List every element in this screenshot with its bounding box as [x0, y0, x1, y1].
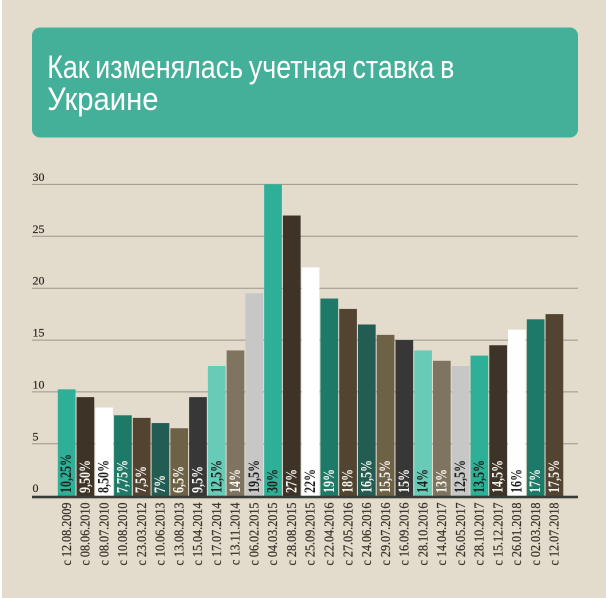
svg-text:9,50%: 9,50% [76, 460, 94, 493]
svg-text:с 25.09.2015: с 25.09.2015 [303, 503, 318, 566]
svg-text:17%: 17% [527, 469, 545, 493]
svg-text:7%: 7% [151, 475, 169, 493]
svg-text:16,5%: 16,5% [358, 460, 376, 493]
svg-text:с 28.10.2017: с 28.10.2017 [472, 502, 487, 566]
svg-text:8,50%: 8,50% [95, 460, 113, 493]
svg-text:с 14.04.2017: с 14.04.2017 [434, 502, 449, 566]
svg-text:16%: 16% [508, 469, 526, 493]
svg-text:с 27.05.2016: с 27.05.2016 [341, 502, 356, 566]
svg-text:с 10.06.2013: с 10.06.2013 [153, 503, 168, 566]
svg-text:с 12.07.2018: с 12.07.2018 [547, 503, 562, 566]
svg-text:12,5%: 12,5% [208, 460, 226, 493]
svg-text:с 17.07.2014: с 17.07.2014 [209, 502, 224, 566]
svg-text:7,75%: 7,75% [114, 460, 132, 493]
svg-text:27%: 27% [283, 469, 301, 493]
svg-text:30: 30 [33, 170, 45, 184]
svg-text:15,5%: 15,5% [377, 460, 395, 493]
svg-text:15%: 15% [395, 469, 413, 493]
svg-text:15: 15 [33, 326, 45, 340]
svg-text:22%: 22% [301, 469, 319, 493]
svg-text:Украине: Украине [47, 81, 158, 118]
svg-text:5: 5 [33, 429, 39, 443]
svg-text:с 08.06.2010: с 08.06.2010 [78, 503, 93, 566]
svg-text:с 24.06.2016: с 24.06.2016 [359, 502, 374, 566]
svg-text:14%: 14% [414, 469, 432, 493]
svg-text:с 26.01.2018: с 26.01.2018 [510, 503, 525, 566]
svg-text:с 13.11.2014: с 13.11.2014 [228, 502, 243, 565]
svg-text:0: 0 [33, 481, 39, 495]
svg-text:12,5%: 12,5% [452, 460, 470, 493]
svg-text:с 13.08.2013: с 13.08.2013 [172, 503, 187, 566]
svg-text:с 12.08.2009: с 12.08.2009 [59, 503, 74, 566]
svg-text:13%: 13% [433, 469, 451, 493]
svg-text:13,5%: 13,5% [470, 460, 488, 493]
svg-text:с 04.03.2015: с 04.03.2015 [266, 503, 281, 566]
svg-text:17,5%: 17,5% [545, 460, 563, 493]
svg-text:с 29.07.2016: с 29.07.2016 [378, 502, 393, 566]
svg-text:с 23.03.2012: с 23.03.2012 [134, 503, 149, 566]
svg-text:30%: 30% [264, 469, 282, 493]
svg-text:с 10.08.2010: с 10.08.2010 [116, 503, 131, 566]
svg-text:с 16.09.2016: с 16.09.2016 [397, 502, 412, 566]
svg-text:с 15.04.2014: с 15.04.2014 [191, 502, 206, 566]
svg-text:с 22.04.2016: с 22.04.2016 [322, 502, 337, 566]
svg-text:6,5%: 6,5% [170, 466, 188, 493]
svg-text:с 08.07.2010: с 08.07.2010 [97, 503, 112, 566]
svg-text:9,5%: 9,5% [189, 466, 207, 493]
svg-text:14,5%: 14,5% [489, 460, 507, 493]
svg-text:с 02.03.2018: с 02.03.2018 [528, 503, 543, 566]
svg-text:10,25%: 10,25% [58, 454, 76, 493]
svg-text:14%: 14% [226, 469, 244, 493]
svg-text:25: 25 [33, 222, 45, 236]
svg-text:с 28.08.2015: с 28.08.2015 [284, 503, 299, 566]
svg-text:19%: 19% [320, 469, 338, 493]
svg-text:19,5%: 19,5% [245, 460, 263, 493]
svg-text:Как изменялась учетная ставка: Как изменялась учетная ставка в [47, 49, 454, 85]
svg-text:с 15.12.2017: с 15.12.2017 [491, 502, 506, 566]
svg-text:с 28.10.2016: с 28.10.2016 [416, 502, 431, 566]
svg-text:с 26.05.2017: с 26.05.2017 [453, 502, 468, 566]
svg-text:7,5%: 7,5% [133, 466, 151, 493]
svg-text:20: 20 [33, 274, 45, 288]
svg-text:18%: 18% [339, 469, 357, 493]
svg-text:с 06.02.2015: с 06.02.2015 [247, 503, 262, 566]
svg-text:10: 10 [33, 377, 45, 391]
